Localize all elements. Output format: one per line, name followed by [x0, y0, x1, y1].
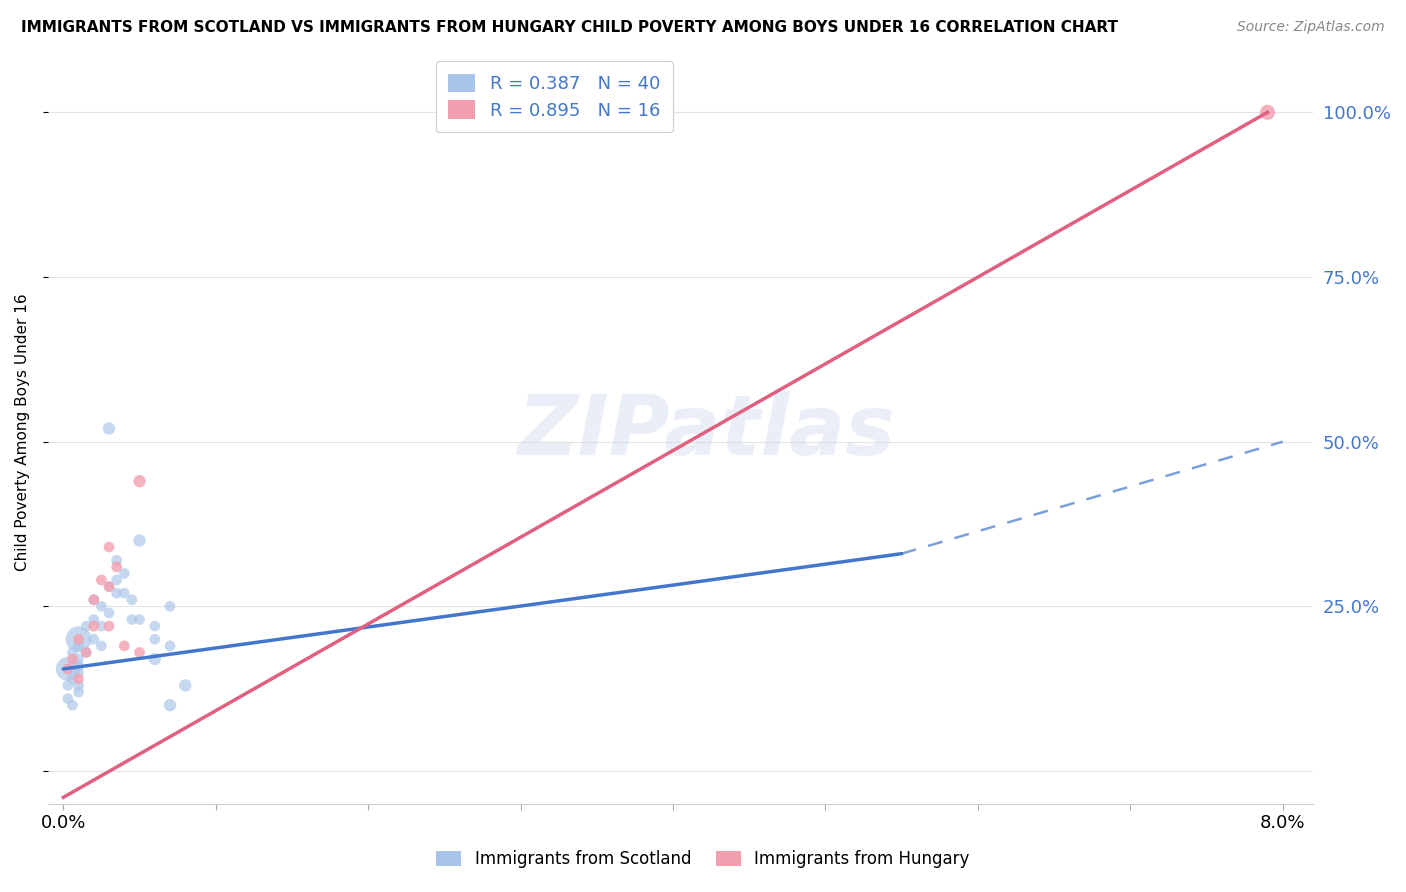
Point: [112, 586, 135, 600]
Point: [75, 645, 97, 659]
Point: [67, 685, 90, 699]
Point: [83, 592, 105, 607]
Y-axis label: Child Poverty Among Boys Under 16: Child Poverty Among Boys Under 16: [15, 293, 30, 571]
Point: [67, 658, 90, 673]
Point: [75, 619, 97, 633]
Point: [56, 678, 79, 692]
Point: [159, 639, 181, 653]
Point: [128, 474, 150, 488]
Point: [112, 639, 135, 653]
Point: [112, 566, 135, 581]
Point: [98, 606, 121, 620]
Point: [98, 421, 121, 435]
Point: [62, 672, 84, 686]
Point: [1257, 105, 1279, 120]
Point: [143, 632, 166, 647]
Point: [128, 533, 150, 548]
Point: [159, 599, 181, 614]
Point: [83, 592, 105, 607]
Point: [67, 632, 90, 647]
Point: [56, 691, 79, 706]
Point: [105, 553, 128, 567]
Text: ZIPatlas: ZIPatlas: [517, 392, 894, 472]
Point: [98, 580, 121, 594]
Point: [56, 662, 79, 676]
Point: [98, 619, 121, 633]
Point: [83, 632, 105, 647]
Point: [105, 573, 128, 587]
Point: [105, 586, 128, 600]
Point: [83, 613, 105, 627]
Point: [128, 645, 150, 659]
Point: [121, 613, 143, 627]
Point: [67, 632, 90, 647]
Point: [67, 639, 90, 653]
Point: [128, 613, 150, 627]
Point: [90, 639, 112, 653]
Point: [174, 678, 197, 692]
Point: [62, 698, 84, 713]
Point: [105, 559, 128, 574]
Point: [56, 662, 79, 676]
Point: [90, 619, 112, 633]
Point: [67, 665, 90, 680]
Legend: Immigrants from Scotland, Immigrants from Hungary: Immigrants from Scotland, Immigrants fro…: [430, 844, 976, 875]
Point: [143, 652, 166, 666]
Text: Source: ZipAtlas.com: Source: ZipAtlas.com: [1237, 20, 1385, 34]
Point: [75, 645, 97, 659]
Point: [67, 672, 90, 686]
Point: [98, 540, 121, 554]
Point: [62, 645, 84, 659]
Point: [159, 698, 181, 713]
Point: [98, 580, 121, 594]
Point: [90, 573, 112, 587]
Legend: R = 0.387   N = 40, R = 0.895   N = 16: R = 0.387 N = 40, R = 0.895 N = 16: [436, 62, 672, 132]
Point: [90, 599, 112, 614]
Point: [83, 619, 105, 633]
Text: IMMIGRANTS FROM SCOTLAND VS IMMIGRANTS FROM HUNGARY CHILD POVERTY AMONG BOYS UND: IMMIGRANTS FROM SCOTLAND VS IMMIGRANTS F…: [21, 20, 1118, 35]
Point: [62, 652, 84, 666]
Point: [143, 619, 166, 633]
Point: [121, 592, 143, 607]
Point: [67, 678, 90, 692]
Point: [67, 652, 90, 666]
